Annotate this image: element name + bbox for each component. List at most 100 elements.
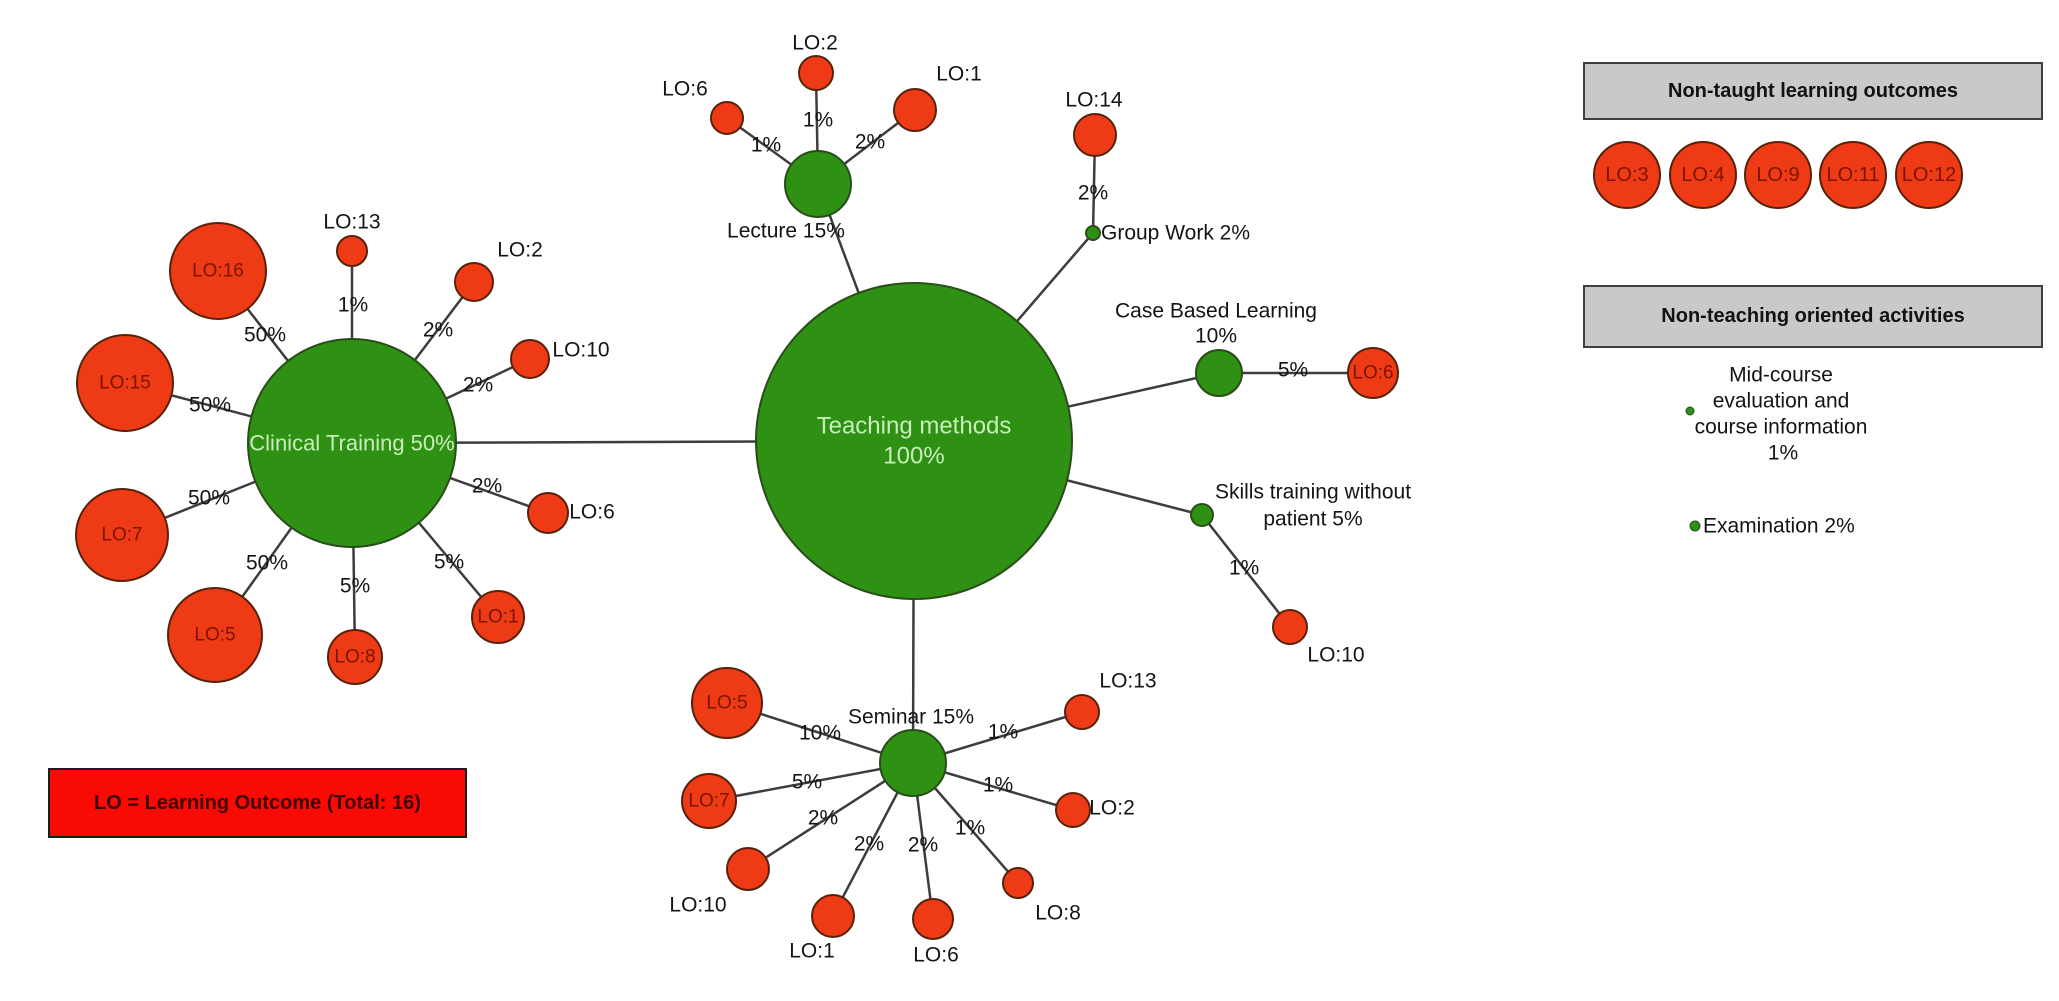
satellite-circle-clinical-lo16 xyxy=(169,222,267,320)
non-taught-circle-lo3 xyxy=(1593,141,1661,209)
satellite-circle-lecture-lo2 xyxy=(798,55,834,91)
satellite-circle-cbl-lo6 xyxy=(1347,347,1399,399)
hub-label-teaching-line0: Teaching methods xyxy=(817,413,1012,440)
satellite-circle-seminar-lo7 xyxy=(681,773,737,829)
activity-dot-1 xyxy=(1689,520,1701,532)
satellite-label-clinical-lo8: LO:8 xyxy=(334,647,375,668)
satellite-label-seminar-lo5: LO:5 xyxy=(706,693,747,714)
non-taught-circle-lo11 xyxy=(1819,141,1887,209)
edge-weight-clinical-lo8: 5% xyxy=(340,575,370,598)
edge-weight-clinical-lo6: 2% xyxy=(472,475,502,498)
satellite-circle-seminar-lo2 xyxy=(1055,792,1091,828)
satellite-circle-seminar-lo10 xyxy=(726,847,770,891)
edge-weight-skills-lo10: 1% xyxy=(1229,557,1259,580)
satellite-circle-skills-lo10 xyxy=(1272,609,1308,645)
edge-weight-cbl-lo6: 5% xyxy=(1278,359,1308,382)
legend-box-learning-outcome-total: LO = Learning Outcome (Total: 16) xyxy=(48,768,467,838)
panel-title-non-teaching: Non-teaching oriented activities xyxy=(1661,305,1965,327)
satellite-circle-clinical-lo13 xyxy=(336,235,368,267)
satellite-circle-clinical-lo15 xyxy=(76,334,174,432)
satellite-label-seminar-lo7: LO:7 xyxy=(688,791,729,812)
satellite-circle-seminar-lo8 xyxy=(1002,867,1034,899)
hub-circle-groupwork xyxy=(1085,225,1101,241)
panel-header-non-taught-learning-outcomes: Non-taught learning outcomes xyxy=(1583,62,2043,120)
hub-circle-lecture xyxy=(784,150,852,218)
satellite-label-seminar-lo8: LO:8 xyxy=(1035,902,1081,925)
satellite-circle-seminar-lo5 xyxy=(691,667,763,739)
activity-text-0-line2: course information xyxy=(1695,416,1868,439)
edge-weight-clinical-lo10: 2% xyxy=(463,374,493,397)
non-taught-label-lo12: LO:12 xyxy=(1902,164,1956,186)
hub-label-groupwork-out0: Group Work 2% xyxy=(1101,222,1250,245)
non-taught-circle-lo4 xyxy=(1669,141,1737,209)
satellite-label-clinical-lo2: LO:2 xyxy=(497,239,543,262)
hub-label-seminar-out0: Seminar 15% xyxy=(848,706,974,729)
satellite-circle-clinical-lo7 xyxy=(75,488,169,582)
satellite-circle-clinical-lo2 xyxy=(454,262,494,302)
edge-weight-seminar-lo13: 1% xyxy=(988,721,1018,744)
edge-seminar-lo7 xyxy=(708,761,914,803)
edge-weight-seminar-lo7: 5% xyxy=(792,771,822,794)
edge-weight-clinical-lo15: 50% xyxy=(189,394,231,417)
non-taught-label-lo11: LO:11 xyxy=(1827,164,1880,186)
satellite-label-groupwork-lo14: LO:14 xyxy=(1065,89,1123,112)
non-taught-circle-lo9 xyxy=(1744,141,1812,209)
edge-weight-seminar-lo2: 1% xyxy=(983,774,1013,797)
satellite-label-cbl-lo6: LO:6 xyxy=(1352,363,1393,384)
hub-label-clinical-line0: Clinical Training 50% xyxy=(249,431,454,456)
satellite-label-clinical-lo16: LO:16 xyxy=(192,261,244,282)
satellite-label-clinical-lo10: LO:10 xyxy=(552,339,609,362)
satellite-circle-clinical-lo10 xyxy=(510,339,550,379)
legend-label: LO = Learning Outcome (Total: 16) xyxy=(94,791,421,814)
activity-text-0-line3: 1% xyxy=(1768,442,1798,465)
hub-label-teaching-line1: 100% xyxy=(883,443,944,470)
edge-weight-seminar-lo6: 2% xyxy=(908,834,938,857)
edge-skills-lo10 xyxy=(1201,514,1291,628)
edge-weight-groupwork-lo14: 2% xyxy=(1078,182,1108,205)
satellite-label-lecture-lo1: LO:1 xyxy=(936,63,982,86)
satellite-label-seminar-lo13: LO:13 xyxy=(1099,670,1156,693)
panel-title-non-taught: Non-taught learning outcomes xyxy=(1668,79,1958,102)
satellite-label-clinical-lo1: LO:1 xyxy=(477,607,518,628)
activity-dot-0 xyxy=(1685,406,1695,416)
satellite-circle-seminar-lo6 xyxy=(912,898,954,940)
hub-circle-seminar xyxy=(879,729,947,797)
hub-circle-skills xyxy=(1190,503,1214,527)
hub-circle-teaching xyxy=(755,282,1073,600)
panel-header-non-teaching-oriented-activities: Non-teaching oriented activities xyxy=(1583,285,2043,348)
satellite-label-skills-lo10: LO:10 xyxy=(1307,644,1364,667)
satellite-circle-seminar-lo13 xyxy=(1064,694,1100,730)
satellite-circle-clinical-lo5 xyxy=(167,587,263,683)
satellite-circle-lecture-lo6 xyxy=(710,101,744,135)
satellite-label-clinical-lo13: LO:13 xyxy=(323,211,380,234)
edge-weight-seminar-lo5: 10% xyxy=(799,722,841,745)
satellite-circle-seminar-lo1 xyxy=(811,894,855,938)
edge-weight-lecture-lo2: 1% xyxy=(803,109,833,132)
satellite-label-lecture-lo2: LO:2 xyxy=(792,32,838,55)
activity-text-1-line0: Examination 2% xyxy=(1703,515,1855,538)
satellite-label-clinical-lo6: LO:6 xyxy=(569,501,615,524)
edge-weight-clinical-lo13: 1% xyxy=(338,294,368,317)
edge-weight-seminar-lo1: 2% xyxy=(854,833,884,856)
hub-circle-clinical xyxy=(247,338,457,548)
hub-label-cbl-out1: 10% xyxy=(1195,325,1237,348)
satellite-label-seminar-lo6: LO:6 xyxy=(913,944,959,967)
edge-weight-clinical-lo1: 5% xyxy=(434,551,464,574)
satellite-circle-clinical-lo1 xyxy=(471,590,525,644)
hub-label-lecture-out0: Lecture 15% xyxy=(727,220,845,243)
edge-weight-clinical-lo16: 50% xyxy=(244,324,286,347)
satellite-label-seminar-lo2: LO:2 xyxy=(1089,797,1135,820)
non-taught-circle-lo12 xyxy=(1895,141,1963,209)
edge-weight-seminar-lo8: 1% xyxy=(955,817,985,840)
satellite-circle-lecture-lo1 xyxy=(893,88,937,132)
non-taught-label-lo4: LO:4 xyxy=(1681,164,1724,186)
satellite-circle-clinical-lo8 xyxy=(327,629,383,685)
non-taught-label-lo3: LO:3 xyxy=(1605,164,1648,186)
hub-label-skills-out1: patient 5% xyxy=(1263,508,1362,531)
satellite-circle-clinical-lo6 xyxy=(527,492,569,534)
activity-text-0-line0: Mid-course xyxy=(1729,364,1833,387)
non-taught-label-lo9: LO:9 xyxy=(1756,164,1799,186)
hub-label-cbl-out0: Case Based Learning xyxy=(1115,300,1317,323)
